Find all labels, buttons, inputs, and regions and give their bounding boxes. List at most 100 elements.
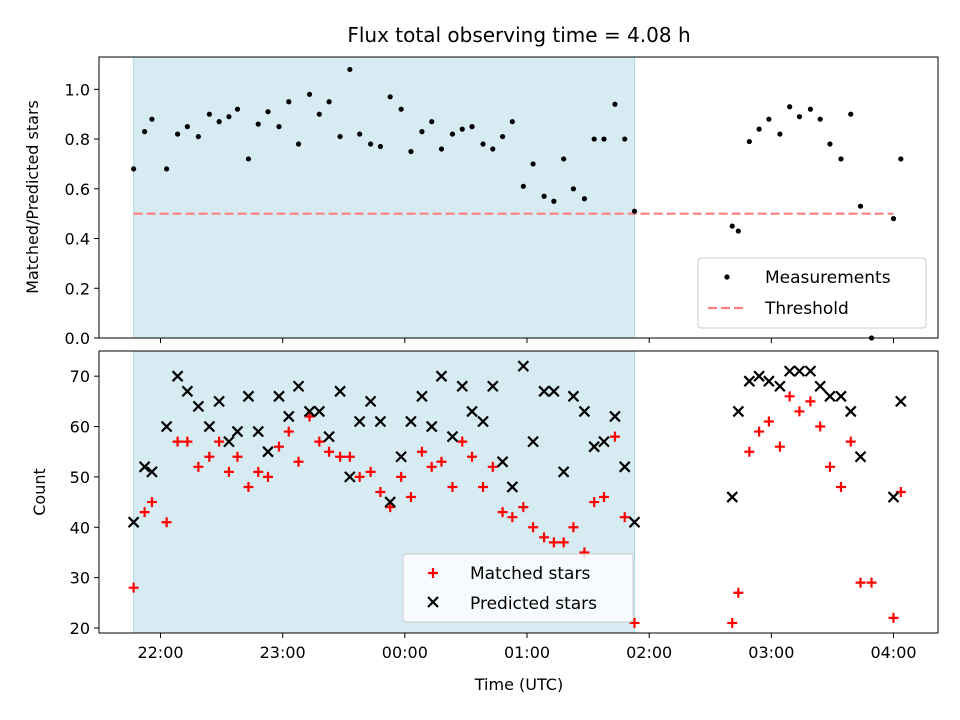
data-point (172, 436, 183, 447)
data-point (203, 420, 216, 433)
data-point (814, 380, 826, 393)
data-point (385, 502, 396, 513)
data-point (306, 91, 313, 97)
data-point (255, 121, 261, 127)
legend-predicted-label: Predicted stars (470, 594, 597, 614)
data-point (793, 365, 806, 377)
data-point (783, 365, 796, 377)
data-point (206, 111, 212, 117)
y-tick-label: 1.0 (65, 80, 90, 99)
data-point (127, 516, 140, 528)
data-point (395, 450, 407, 463)
data-point (213, 395, 225, 408)
data-point (824, 390, 836, 403)
x-tick-label: 02:00 (626, 643, 672, 662)
data-point (733, 587, 744, 598)
y-tick-label: 30 (70, 569, 90, 588)
data-point (354, 471, 365, 482)
data-point (735, 228, 741, 234)
ratio-y-axis-label: Matched/Predicted stars (23, 100, 42, 294)
data-point (405, 492, 416, 503)
data-point (548, 385, 560, 398)
data-point (857, 203, 864, 209)
data-point (337, 133, 343, 140)
data-point (538, 385, 550, 398)
data-point (323, 430, 335, 443)
data-point (262, 445, 274, 458)
ratio-x-ticks (160, 338, 894, 343)
data-point (480, 141, 486, 147)
data-point (631, 208, 638, 214)
data-point (518, 502, 529, 513)
data-point (629, 617, 640, 628)
data-point (324, 446, 335, 457)
count-y-axis: 20 30 40 50 60 70 (70, 367, 99, 638)
data-point (895, 395, 907, 408)
data-point (273, 390, 285, 403)
data-point (459, 126, 465, 132)
data-point (387, 94, 393, 100)
data-point (628, 516, 641, 528)
data-point (517, 360, 530, 372)
data-point (609, 431, 620, 442)
data-point (763, 375, 775, 387)
data-point (316, 111, 322, 117)
data-point (184, 124, 190, 130)
data-point (726, 491, 739, 503)
data-point (447, 481, 458, 492)
data-point (377, 143, 383, 150)
series-measurements (131, 66, 904, 341)
data-point (408, 148, 414, 155)
data-point (509, 119, 515, 125)
data-point (357, 131, 363, 137)
data-point (364, 395, 377, 408)
data-point (405, 415, 417, 428)
data-point (231, 425, 244, 438)
data-point (344, 471, 356, 483)
count-legend: Matched stars Predicted stars (402, 553, 634, 623)
data-point (732, 405, 745, 418)
data-point (784, 391, 795, 402)
data-point (622, 136, 628, 142)
data-point (561, 156, 567, 162)
data-point (149, 116, 155, 122)
data-point (274, 441, 285, 452)
data-point (425, 420, 438, 433)
data-point (457, 436, 468, 447)
data-point (744, 446, 755, 457)
data-point (195, 133, 201, 140)
data-point (286, 99, 292, 105)
y-tick-label: 0.8 (65, 130, 90, 149)
data-point (223, 466, 234, 477)
data-point (541, 193, 547, 199)
data-point (398, 106, 404, 112)
x-tick-label: 04:00 (870, 643, 916, 662)
count-panel-frame (98, 350, 939, 634)
data-point (557, 466, 570, 478)
data-point (396, 471, 407, 482)
data-point (838, 156, 844, 162)
data-point (612, 101, 618, 107)
data-point (283, 426, 294, 437)
data-point (292, 380, 305, 393)
data-point (234, 106, 241, 112)
x-axis-label: Time (UTC) (474, 675, 563, 694)
data-point (558, 537, 569, 548)
data-point (848, 111, 854, 117)
data-point (276, 124, 282, 130)
legend-threshold-label: Threshold (764, 299, 849, 319)
data-point (344, 451, 355, 462)
data-point (334, 385, 346, 398)
data-point (478, 481, 489, 492)
data-point (242, 390, 255, 403)
y-tick-label: 70 (70, 367, 90, 386)
data-point (175, 131, 181, 137)
data-point (128, 582, 139, 593)
data-point (243, 481, 254, 492)
data-point (743, 375, 756, 387)
data-point (368, 141, 374, 147)
data-point (835, 390, 847, 403)
count-y-axis-label: Count (30, 468, 49, 516)
ratio-y-axis: 0.0 0.2 0.4 0.6 0.8 1.0 (65, 80, 99, 348)
data-point (245, 156, 252, 162)
